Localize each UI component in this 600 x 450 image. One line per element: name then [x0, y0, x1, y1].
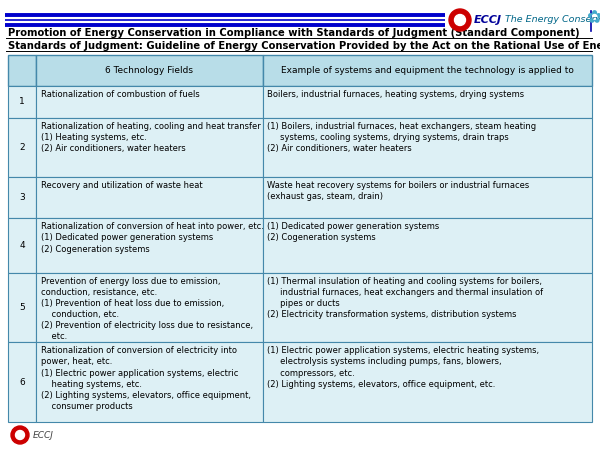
- Bar: [36, 117, 263, 177]
- Bar: [8, 342, 36, 422]
- Text: Prevention of energy loss due to emission,
conduction, resistance, etc.
(1) Prev: Prevention of energy loss due to emissio…: [41, 277, 253, 341]
- Bar: [263, 86, 592, 117]
- Text: Rationalization of heating, cooling and heat transfer
(1) Heating systems, etc.
: Rationalization of heating, cooling and …: [41, 122, 260, 153]
- Bar: [8, 273, 36, 342]
- Text: ✿: ✿: [586, 9, 600, 27]
- Text: 1: 1: [19, 97, 25, 106]
- Text: Rationalization of combustion of fuels: Rationalization of combustion of fuels: [41, 90, 199, 99]
- Text: 3: 3: [19, 193, 25, 202]
- Text: 2: 2: [19, 143, 25, 152]
- Text: 5: 5: [19, 303, 25, 312]
- Bar: [36, 218, 263, 273]
- Bar: [263, 177, 592, 218]
- Circle shape: [11, 426, 29, 444]
- Text: 4: 4: [19, 241, 25, 250]
- Bar: [263, 117, 592, 177]
- Text: 6: 6: [19, 378, 25, 387]
- Bar: [36, 342, 263, 422]
- Text: Boilers, industrial furnaces, heating systems, drying systems: Boilers, industrial furnaces, heating sy…: [267, 90, 524, 99]
- Text: Rationalization of conversion of electricity into
power, heat, etc.
(1) Electric: Rationalization of conversion of electri…: [41, 346, 251, 411]
- Text: Rationalization of conversion of heat into power, etc.
(1) Dedicated power gener: Rationalization of conversion of heat in…: [41, 222, 263, 253]
- Text: 6 Technology Fields: 6 Technology Fields: [106, 66, 193, 75]
- Bar: [36, 86, 263, 117]
- Bar: [263, 273, 592, 342]
- Bar: [8, 218, 36, 273]
- Bar: [8, 177, 36, 218]
- Text: The Energy Conservation Center, Japan: The Energy Conservation Center, Japan: [505, 15, 600, 24]
- Bar: [36, 273, 263, 342]
- Text: Standards of Judgment: Guideline of Energy Conservation Provided by the Act on t: Standards of Judgment: Guideline of Ener…: [8, 41, 600, 51]
- Text: (1) Dedicated power generation systems
(2) Cogeneration systems: (1) Dedicated power generation systems (…: [267, 222, 439, 243]
- Circle shape: [16, 431, 25, 440]
- Bar: [8, 86, 36, 117]
- Text: ECCJ: ECCJ: [33, 431, 54, 440]
- Text: (1) Boilers, industrial furnaces, heat exchangers, steam heating
     systems, c: (1) Boilers, industrial furnaces, heat e…: [267, 122, 536, 153]
- Circle shape: [449, 9, 471, 31]
- Bar: [8, 55, 36, 86]
- Circle shape: [455, 14, 466, 26]
- Bar: [263, 218, 592, 273]
- Text: Example of systems and equipment the technology is applied to: Example of systems and equipment the tec…: [281, 66, 574, 75]
- Text: (1) Thermal insulation of heating and cooling systems for boilers,
     industri: (1) Thermal insulation of heating and co…: [267, 277, 543, 319]
- Text: Waste heat recovery systems for boilers or industrial furnaces
(exhaust gas, ste: Waste heat recovery systems for boilers …: [267, 181, 529, 201]
- Bar: [263, 55, 592, 86]
- Bar: [36, 55, 263, 86]
- Bar: [8, 117, 36, 177]
- Bar: [263, 342, 592, 422]
- Text: Promotion of Energy Conservation in Compliance with Standards of Judgment (Stand: Promotion of Energy Conservation in Comp…: [8, 28, 580, 38]
- Text: ECCJ: ECCJ: [474, 15, 502, 25]
- Text: (1) Electric power application systems, electric heating systems,
     electroly: (1) Electric power application systems, …: [267, 346, 539, 389]
- Bar: [36, 177, 263, 218]
- Text: Recovery and utilization of waste heat: Recovery and utilization of waste heat: [41, 181, 202, 190]
